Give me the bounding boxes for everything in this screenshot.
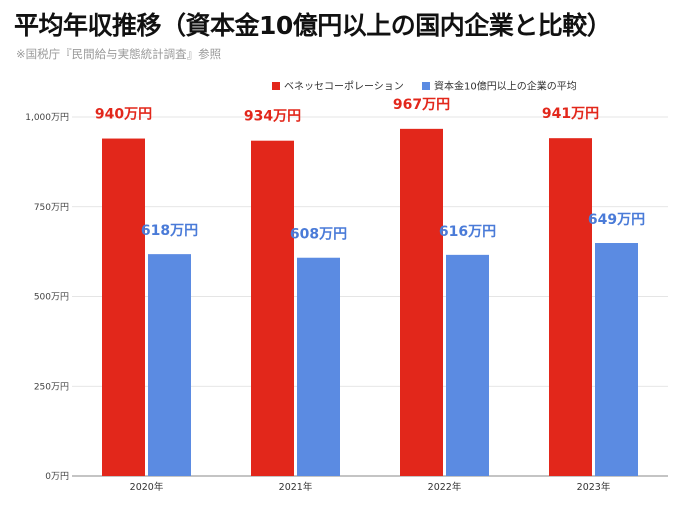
- bar: [400, 128, 443, 477]
- y-tick-label: 500万円: [34, 292, 69, 303]
- data-label: 934万円: [244, 109, 301, 125]
- legend-label: 資本金10億円以上の企業の平均: [434, 80, 577, 93]
- source-note: ※国税庁『民間給与実態統計調査』参照: [16, 47, 222, 61]
- data-label: 649万円: [588, 212, 645, 228]
- bar: [102, 138, 145, 477]
- data-label: 616万円: [439, 224, 496, 240]
- bar: [297, 257, 340, 476]
- data-label: 967万円: [393, 97, 450, 113]
- x-tick-label: 2022年: [428, 481, 462, 493]
- x-tick-label: 2021年: [279, 481, 313, 493]
- legend-swatch: [422, 82, 430, 90]
- data-label: 618万円: [141, 223, 198, 239]
- legend-label: ベネッセコーポレーション: [284, 81, 404, 93]
- x-tick-label: 2020年: [130, 481, 164, 493]
- bar: [549, 138, 592, 476]
- data-label: 940万円: [95, 107, 152, 123]
- bar: [595, 243, 638, 476]
- y-tick-label: 250万円: [34, 381, 69, 392]
- y-tick-label: 1,000万円: [25, 112, 69, 123]
- bar: [251, 140, 294, 476]
- bar: [148, 254, 191, 476]
- y-tick-label: 0万円: [45, 471, 69, 482]
- data-label: 941万円: [542, 106, 599, 122]
- legend-swatch: [272, 82, 280, 90]
- bar: [446, 254, 489, 476]
- data-label: 608万円: [290, 227, 347, 243]
- y-tick-label: 750万円: [34, 202, 69, 213]
- x-tick-label: 2023年: [577, 481, 611, 493]
- chart-title: 平均年収推移（資本金10億円以上の国内企業と比較）: [14, 11, 612, 40]
